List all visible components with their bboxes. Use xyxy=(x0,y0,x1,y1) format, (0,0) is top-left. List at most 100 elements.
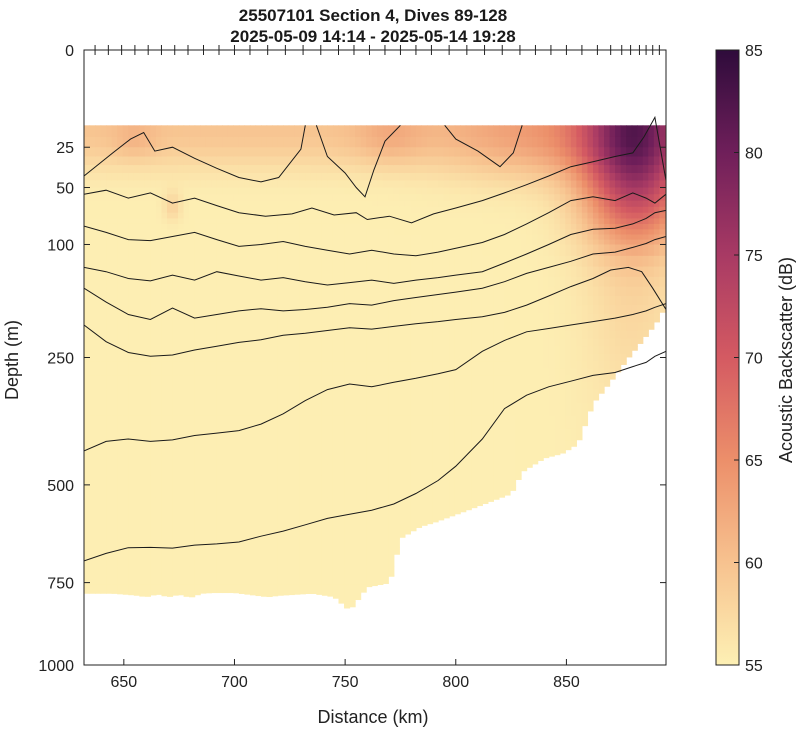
heat-cell xyxy=(172,517,179,529)
heat-cell xyxy=(449,239,456,246)
heat-cell xyxy=(310,223,317,230)
heat-cell xyxy=(620,165,627,174)
heat-cell xyxy=(283,415,290,430)
heat-cell xyxy=(227,305,234,315)
heat-cell xyxy=(299,592,306,595)
heat-cell xyxy=(438,125,445,138)
heat-cell xyxy=(222,547,229,558)
heat-cell xyxy=(244,415,251,430)
heat-cell xyxy=(415,322,423,332)
heat-cell xyxy=(310,507,317,519)
heat-cell xyxy=(189,218,196,225)
heat-cell xyxy=(321,125,329,138)
heat-cell xyxy=(316,338,323,347)
heat-cell xyxy=(377,389,384,404)
heat-cell xyxy=(349,584,356,594)
heat-cell xyxy=(310,255,317,268)
heat-cell xyxy=(487,486,494,498)
heat-cell xyxy=(117,239,124,246)
heat-cell xyxy=(377,212,384,220)
heat-cell xyxy=(327,452,334,465)
heat-cell xyxy=(117,566,124,576)
heat-cell xyxy=(615,353,622,362)
heat-cell xyxy=(460,218,467,225)
heat-cell xyxy=(294,566,301,576)
heat-cell xyxy=(366,556,373,567)
heat-cell xyxy=(404,296,411,306)
heat-cell xyxy=(465,486,472,498)
heat-cell xyxy=(355,165,362,174)
heat-cell xyxy=(476,305,483,315)
heat-cell xyxy=(305,464,312,477)
heat-cell xyxy=(205,244,212,257)
heat-cell xyxy=(460,382,467,390)
heat-cell xyxy=(432,440,439,454)
heat-cell xyxy=(476,382,483,390)
heat-cell xyxy=(570,136,577,148)
heat-cell xyxy=(272,180,279,189)
heat-cell xyxy=(211,389,218,404)
heat-cell xyxy=(504,486,511,496)
heat-cell xyxy=(299,218,306,225)
heat-cell xyxy=(620,346,627,355)
heat-cell xyxy=(487,136,494,148)
heat-cell xyxy=(421,173,428,182)
heat-cell xyxy=(332,415,340,430)
heat-cell xyxy=(178,556,185,567)
heat-cell xyxy=(277,234,284,241)
heat-cell xyxy=(493,475,500,488)
heat-cell xyxy=(653,266,660,278)
heat-cell xyxy=(332,244,340,257)
heat-cell xyxy=(421,147,428,158)
heat-cell xyxy=(471,187,478,195)
heat-cell xyxy=(537,322,544,332)
heat-cell xyxy=(95,276,102,288)
heat-cell xyxy=(106,368,113,377)
heat-cell xyxy=(106,361,113,369)
heat-cell xyxy=(84,517,91,529)
heat-cell xyxy=(366,440,373,454)
heat-cell xyxy=(139,229,146,236)
heat-cell xyxy=(194,330,201,340)
heat-cell xyxy=(139,296,146,306)
heat-cell xyxy=(521,296,528,306)
heat-cell xyxy=(111,255,118,268)
heat-cell xyxy=(294,507,301,519)
heat-cell xyxy=(294,382,301,390)
heat-cell xyxy=(216,346,223,355)
heat-cell xyxy=(172,206,179,214)
heat-cell xyxy=(266,353,273,362)
heat-cell xyxy=(471,206,478,214)
heat-cell xyxy=(493,244,500,257)
heat-cell xyxy=(216,296,223,306)
heat-cell xyxy=(194,136,201,148)
heat-cell xyxy=(310,368,317,377)
heat-cell xyxy=(84,330,91,340)
heat-cell xyxy=(526,244,533,257)
heat-cell xyxy=(310,361,317,369)
heat-cell xyxy=(565,173,572,182)
heat-cell xyxy=(128,507,135,519)
heat-cell xyxy=(172,475,179,488)
heat-cell xyxy=(327,497,334,509)
heat-cell xyxy=(272,547,279,558)
heat-cell xyxy=(631,346,638,351)
heat-cell xyxy=(150,276,157,288)
heat-cell xyxy=(183,330,190,340)
heat-cell xyxy=(515,452,522,465)
heat-cell xyxy=(576,353,583,362)
heat-cell xyxy=(117,382,124,390)
heat-cell xyxy=(609,200,616,208)
heat-cell xyxy=(432,497,439,509)
heat-cell xyxy=(222,428,229,442)
heat-cell xyxy=(626,276,633,288)
heat-cell xyxy=(133,234,140,241)
heat-cell xyxy=(310,206,317,214)
heat-cell xyxy=(344,566,351,576)
heat-cell xyxy=(211,584,218,594)
heat-cell xyxy=(620,218,627,225)
heat-cell xyxy=(183,415,190,430)
heat-cell xyxy=(294,346,301,355)
heat-cell xyxy=(122,346,129,355)
heat-cell xyxy=(244,266,251,278)
